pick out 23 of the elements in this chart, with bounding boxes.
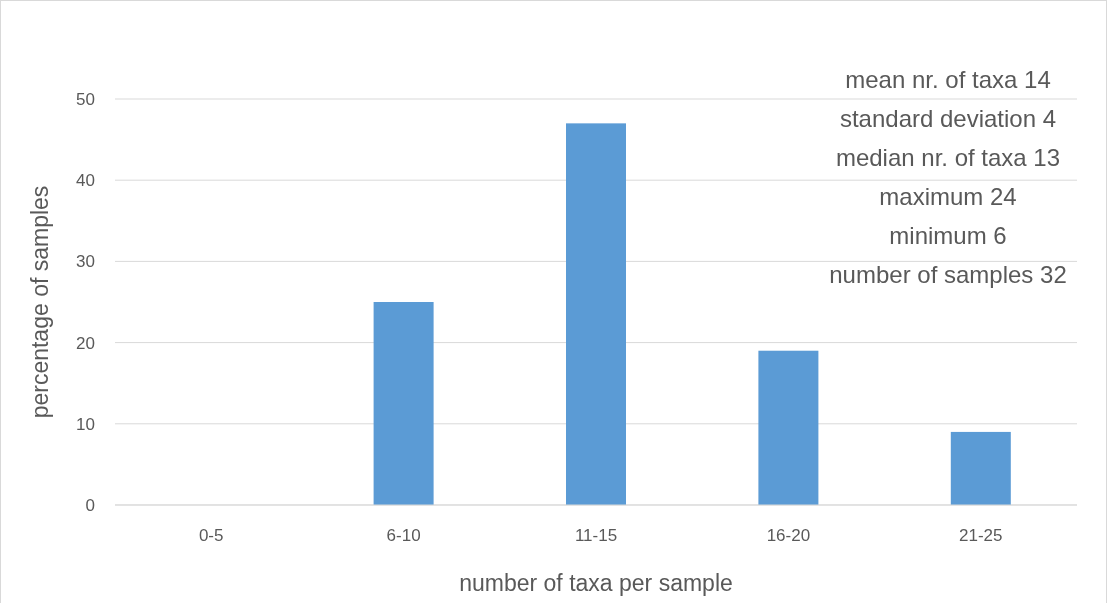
- x-axis-title: number of taxa per sample: [459, 570, 733, 596]
- text: mean nr. of taxa 14: [845, 66, 1051, 93]
- x-tick-label: 16-20: [766, 526, 811, 545]
- x-tick-label: 21-25: [959, 526, 1003, 545]
- annotation: maximum 24: [879, 183, 1017, 210]
- annotation: median nr. of taxa 13: [835, 144, 1061, 171]
- annotation: number of samples 32: [829, 261, 1067, 288]
- x-tick-label: 11-15: [574, 526, 618, 545]
- y-axis-title: percentage of samples: [27, 185, 53, 419]
- x-tick-label: 0-5: [198, 526, 224, 545]
- y-tick-label: 50: [76, 89, 95, 109]
- y-tick-label: 20: [76, 333, 95, 353]
- bar: [566, 123, 626, 505]
- bar: [758, 350, 819, 505]
- annotation: minimum 6: [889, 222, 1007, 249]
- y-tick-label: 10: [76, 414, 95, 434]
- annotation: standard deviation 4: [839, 105, 1057, 132]
- bar: [950, 431, 1011, 505]
- y-tick-label: 30: [76, 252, 95, 272]
- y-tick-label: 0: [85, 495, 95, 515]
- x-tick-label: 6-10: [386, 526, 421, 545]
- bar: [373, 302, 434, 505]
- y-tick-label: 40: [76, 171, 95, 191]
